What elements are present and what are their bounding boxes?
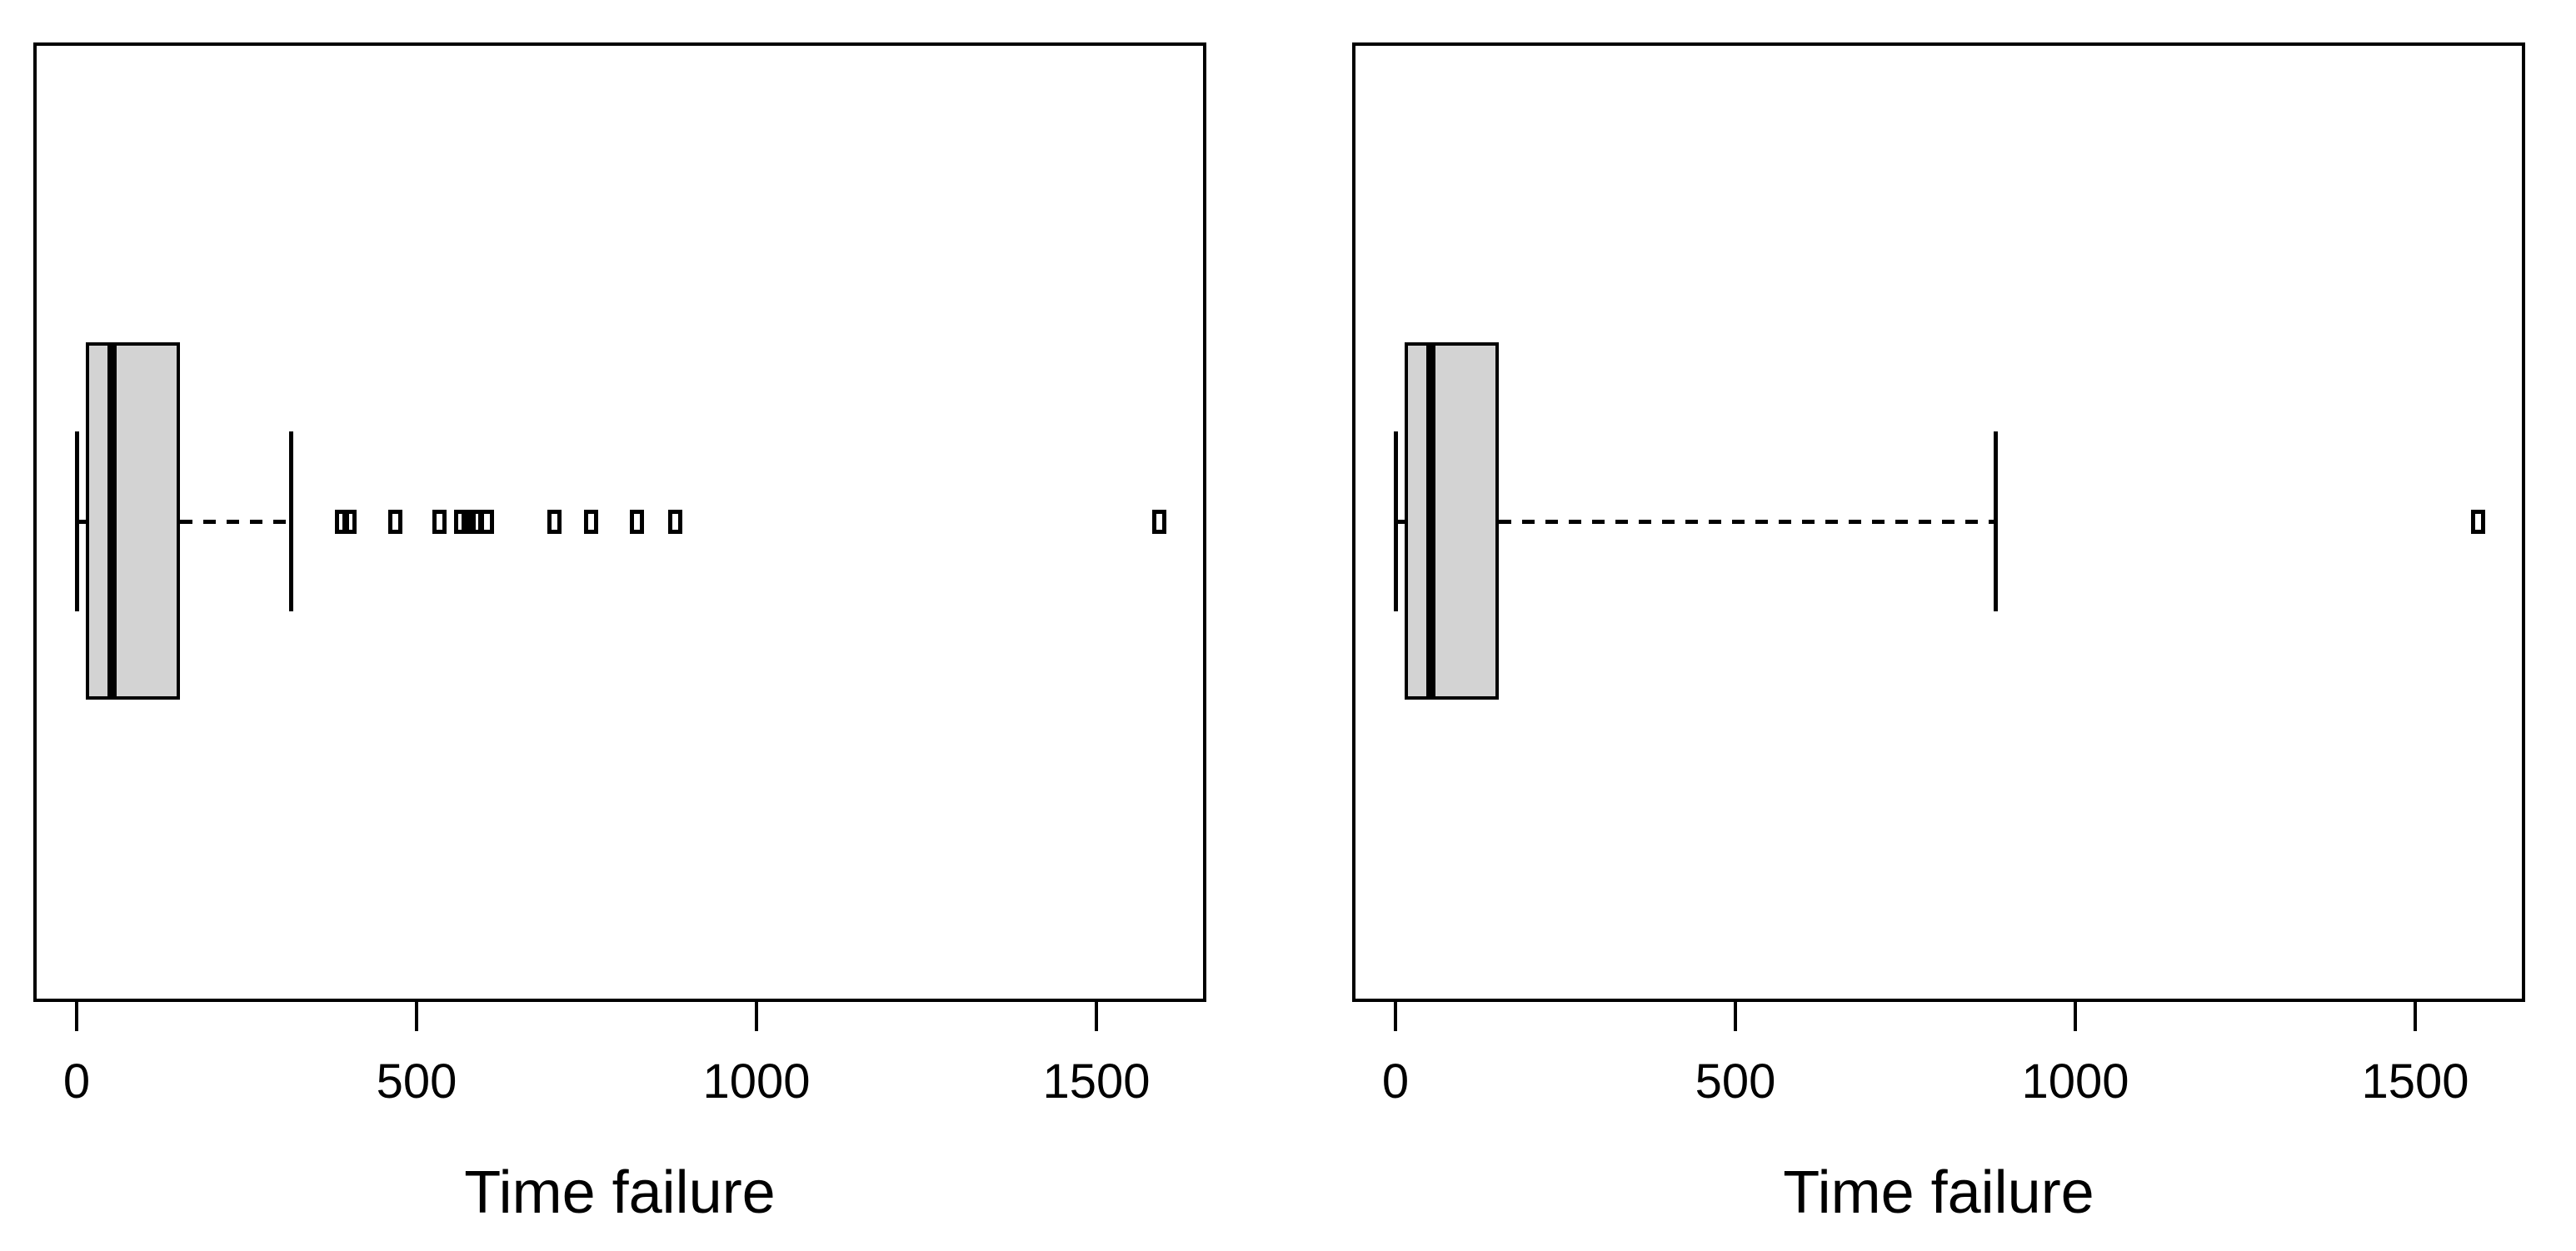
x-tick-label: 1000 xyxy=(2021,1054,2129,1109)
outlier-point xyxy=(334,509,349,534)
outlier-point xyxy=(547,509,562,534)
x-tick-label: 1000 xyxy=(702,1054,811,1109)
plot-frame xyxy=(1352,42,2525,1002)
outlier-point xyxy=(388,509,403,534)
lower-whisker-line xyxy=(1394,519,1406,524)
x-tick-mark xyxy=(415,1002,418,1031)
x-tick-mark xyxy=(1394,1002,1397,1031)
outlier-point xyxy=(584,509,599,534)
median-line xyxy=(107,342,117,700)
x-tick-mark xyxy=(2074,1002,2077,1031)
x-tick-mark xyxy=(2414,1002,2417,1031)
plot-frame xyxy=(33,42,1206,1002)
outlier-point xyxy=(342,509,357,534)
outlier-point xyxy=(432,509,447,534)
x-tick-mark xyxy=(75,1002,78,1031)
outlier-point xyxy=(1151,509,1166,534)
x-tick-label: 1500 xyxy=(1042,1054,1151,1109)
outlier-point xyxy=(2470,509,2485,534)
upper-whisker-line xyxy=(1499,519,1996,524)
outlier-point xyxy=(629,509,644,534)
lower-whisker-line xyxy=(75,519,87,524)
x-axis-label: Time failure xyxy=(464,1159,776,1226)
lower-whisker-staple xyxy=(1393,431,1398,611)
boxplot-box xyxy=(1404,342,1500,700)
median-line xyxy=(1425,342,1435,700)
x-tick-mark xyxy=(755,1002,758,1031)
upper-whisker-line xyxy=(180,519,292,524)
x-tick-mark xyxy=(1734,1002,1737,1031)
x-tick-label: 1500 xyxy=(2361,1054,2469,1109)
x-tick-label: 0 xyxy=(62,1054,91,1109)
x-tick-label: 0 xyxy=(1381,1054,1410,1109)
outlier-point xyxy=(667,509,682,534)
x-tick-label: 500 xyxy=(1695,1054,1776,1109)
outlier-point xyxy=(479,509,494,534)
outlier-point xyxy=(453,509,468,534)
lower-whisker-staple xyxy=(74,431,79,611)
x-tick-label: 500 xyxy=(376,1054,457,1109)
upper-whisker-staple xyxy=(1994,431,1999,611)
upper-whisker-staple xyxy=(288,431,293,611)
boxplot-box xyxy=(85,342,181,700)
x-tick-mark xyxy=(1095,1002,1098,1031)
x-axis-label: Time failure xyxy=(1783,1159,2094,1226)
